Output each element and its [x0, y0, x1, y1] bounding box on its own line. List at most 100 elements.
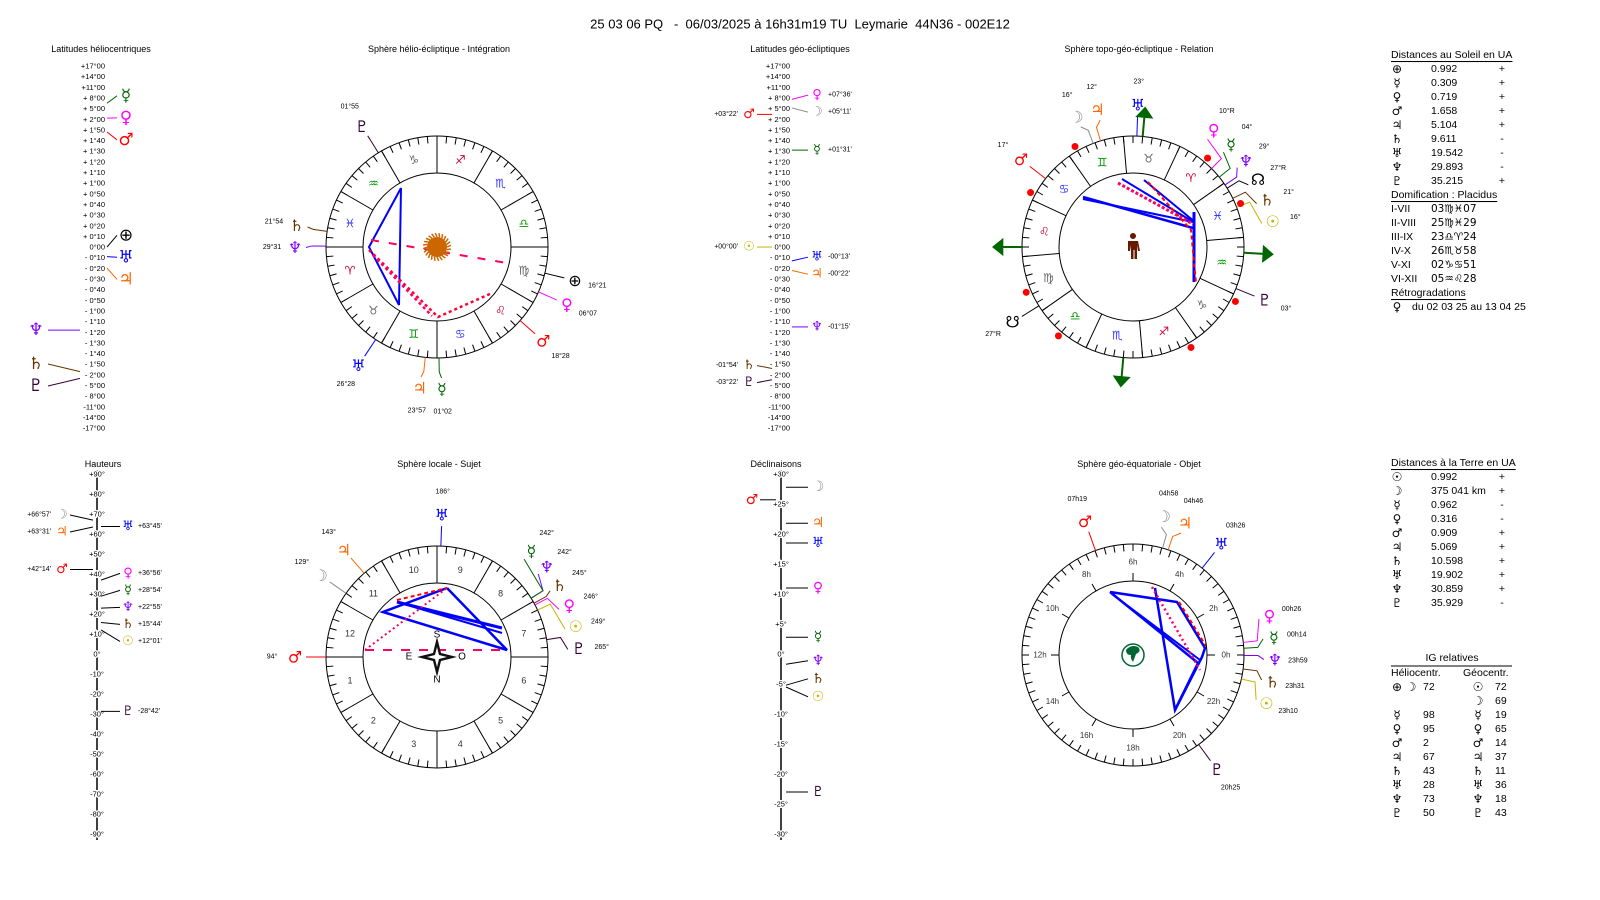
tick-mark: [398, 344, 402, 352]
tick-mark: [521, 182, 529, 188]
height-value: +42°14': [27, 565, 51, 573]
saturn-icon: ♄: [1473, 764, 1484, 778]
scale-label: - 1°50: [770, 360, 790, 369]
tick-mark: [351, 585, 358, 591]
planet-position-label: 94°: [267, 653, 278, 661]
saturn-icon: ♄: [28, 354, 43, 374]
scale-label: +20°: [773, 530, 789, 539]
planet-position-label: 07h19: [1068, 496, 1088, 503]
tick-mark: [1061, 161, 1067, 168]
planet-position-label: 20h25: [1221, 785, 1241, 792]
scale-label: - 0°20: [770, 264, 790, 273]
ig-relatives-header: IG relatives: [1425, 652, 1478, 664]
tick-mark: [1233, 681, 1241, 685]
aspect-line: [1109, 590, 1207, 711]
trend-sign: -: [1500, 597, 1504, 609]
panel-title: Sphère topo-géo-écliptique - Relation: [1064, 44, 1213, 54]
ig-geo-value: 36: [1495, 779, 1507, 791]
jupiter-icon: ♃: [1392, 118, 1403, 132]
scale-label: +40°: [89, 570, 105, 579]
mercury-icon: ☿: [1226, 135, 1236, 154]
mars-icon: ♂: [1014, 150, 1028, 169]
tick-mark: [1176, 554, 1181, 561]
scale-label: +11°00: [81, 83, 105, 92]
pluto-icon: ♇: [1473, 806, 1484, 820]
planet-position-label: 16°: [1290, 213, 1301, 221]
mars-icon: ♂: [118, 130, 133, 150]
tick-mark: [398, 552, 402, 560]
scale-label: - 0°40: [770, 285, 790, 294]
tick-mark: [1025, 681, 1033, 685]
tick-mark: [1032, 698, 1039, 703]
saturn-icon: ♄: [552, 576, 566, 595]
aspect-line: [1111, 593, 1201, 661]
sector-line: [500, 283, 534, 303]
connector-line: [1160, 526, 1167, 549]
tick-mark: [1023, 635, 1031, 638]
connector-line: [440, 526, 443, 547]
connector-line: [1226, 180, 1249, 189]
connector-line: [1243, 618, 1260, 643]
tick-mark: [1068, 739, 1074, 747]
trend-sign: -: [1500, 133, 1504, 145]
trend-sign: +: [1499, 471, 1505, 483]
tick-mark: [329, 273, 337, 277]
sun-icon: ☉: [1392, 470, 1403, 484]
sector-line: [473, 310, 493, 344]
scale-label: +20°: [89, 610, 105, 619]
planet-position-label: 27°R: [1270, 164, 1286, 172]
venus-icon: ♀: [1393, 722, 1402, 736]
tick-mark: [1150, 137, 1153, 145]
distance-value: 0.309: [1431, 77, 1457, 89]
aspect-line: [1178, 601, 1207, 647]
scale-label: +5°: [775, 620, 787, 629]
latitude-value: -01°54': [716, 361, 738, 369]
tick-mark: [358, 730, 364, 736]
zodiac-sign-icon: ♑: [1197, 298, 1208, 312]
tick-mark: [1094, 550, 1098, 558]
planet-position-label: 29°: [1259, 142, 1270, 150]
distance-value: 0.962: [1431, 499, 1457, 511]
tick-mark: [1222, 298, 1230, 303]
pluto-icon: ♇: [572, 639, 586, 658]
zodiac-sign-icon: ♋: [1059, 182, 1070, 196]
tick-mark: [540, 646, 548, 649]
connector-line: [106, 95, 118, 104]
tick-mark: [1122, 758, 1125, 766]
tick-mark: [1236, 255, 1244, 258]
tick-mark: [1022, 236, 1030, 239]
panel-title: Déclinaisons: [750, 459, 802, 469]
tick-mark: [1054, 320, 1060, 326]
tick-mark: [407, 139, 411, 147]
connector-line: [538, 291, 557, 301]
tick-mark: [540, 665, 548, 668]
scale-label: -17°00: [83, 424, 105, 433]
jupiter-icon: ♃: [1392, 750, 1403, 764]
house-number: 3: [411, 739, 416, 749]
connector-line: [523, 558, 544, 599]
venus-icon: ♀: [1264, 606, 1276, 625]
house-pair-label: VI-XII: [1391, 273, 1417, 285]
aspect-line: [1150, 586, 1202, 671]
tick-mark: [1103, 547, 1107, 555]
tick-mark: [1085, 749, 1090, 756]
tick-mark: [445, 136, 448, 144]
sun-icon: ☉: [1473, 680, 1484, 694]
tick-mark: [1028, 690, 1036, 694]
scale-label: +30°: [89, 590, 105, 599]
tick-mark: [521, 592, 529, 598]
tick-mark: [1230, 690, 1238, 694]
sector-line: [1163, 146, 1181, 181]
connector-line: [47, 377, 81, 387]
zodiac-sign-icon: ♒: [368, 176, 379, 190]
tick-mark: [417, 349, 420, 357]
connector-line: [69, 514, 94, 521]
scale-label: -14°00: [83, 413, 105, 422]
connector-line: [1021, 305, 1040, 317]
distance-value: 0.909: [1431, 527, 1457, 539]
scale-label: +60°: [89, 530, 105, 539]
tick-mark: [1230, 282, 1238, 286]
tick-mark: [358, 168, 364, 174]
planet-position-label: 129°: [295, 558, 310, 566]
jupiter-icon: ♃: [118, 269, 133, 289]
